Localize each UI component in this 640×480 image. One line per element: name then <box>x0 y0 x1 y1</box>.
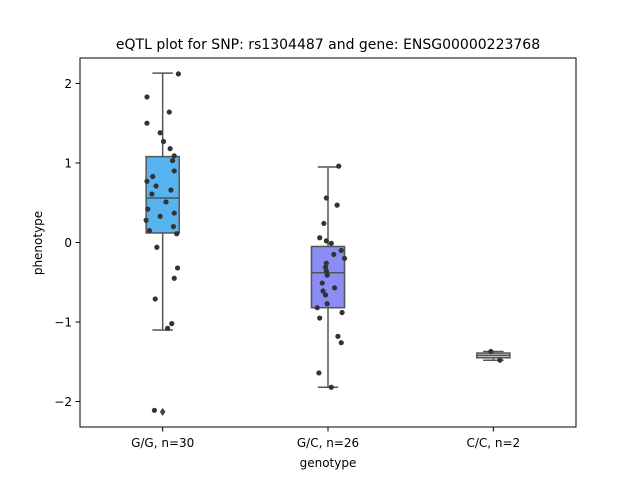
data-point <box>497 357 503 363</box>
data-point <box>169 157 176 164</box>
outlier-marker <box>159 407 166 416</box>
x-axis-label: genotype <box>300 456 357 470</box>
data-point <box>338 247 344 254</box>
data-point <box>160 138 167 145</box>
data-point <box>317 315 323 321</box>
chart-title: eQTL plot for SNP: rs1304487 and gene: E… <box>116 37 540 53</box>
data-point <box>149 191 155 197</box>
data-point <box>317 235 323 241</box>
data-point <box>150 173 156 180</box>
data-point <box>338 340 344 346</box>
data-point <box>324 301 330 307</box>
data-point <box>488 348 494 355</box>
data-point <box>167 146 173 152</box>
data-point <box>143 217 149 223</box>
data-point <box>146 227 153 234</box>
data-point <box>174 265 181 271</box>
data-point <box>171 210 177 216</box>
data-point <box>323 238 329 244</box>
box-group-2 <box>310 163 348 390</box>
data-point <box>332 285 338 291</box>
data-point <box>319 280 325 286</box>
data-point <box>144 94 150 100</box>
y-tick-label: 1 <box>64 156 72 170</box>
data-point <box>320 288 326 294</box>
data-point <box>322 292 329 298</box>
data-point <box>339 309 345 316</box>
data-point <box>316 370 322 376</box>
y-axis-label: phenotype <box>31 211 45 275</box>
data-point <box>323 195 329 201</box>
x-tick-label: G/G, n=30 <box>131 436 194 450</box>
data-point <box>328 240 334 246</box>
data-point <box>144 178 150 184</box>
data-point <box>171 275 177 281</box>
data-point <box>171 168 177 174</box>
data-point <box>174 231 180 237</box>
data-point <box>168 187 174 193</box>
data-point <box>328 384 334 390</box>
data-point <box>157 213 163 219</box>
data-point <box>165 325 171 331</box>
box-group-1 <box>143 71 181 416</box>
data-point <box>323 268 329 274</box>
data-point <box>145 206 151 212</box>
y-tick-label: −2 <box>54 395 72 409</box>
data-point <box>171 153 177 159</box>
data-point <box>154 244 160 250</box>
y-tick-label: 0 <box>64 236 72 250</box>
data-point <box>153 183 159 189</box>
data-point <box>175 71 181 77</box>
data-point <box>169 321 175 327</box>
plot-area <box>143 71 511 416</box>
data-point <box>324 272 330 278</box>
data-point <box>323 260 329 266</box>
data-point <box>334 202 340 208</box>
data-point <box>170 223 177 230</box>
data-point <box>151 407 157 413</box>
data-point <box>152 296 158 302</box>
data-point <box>144 120 150 126</box>
data-point <box>341 255 348 262</box>
data-point <box>322 264 329 270</box>
x-axis: G/G, n=30 G/C, n=26 C/C, n=2 <box>131 427 520 450</box>
y-tick-label: −1 <box>54 316 72 330</box>
data-point <box>157 130 163 136</box>
x-tick-label: C/C, n=2 <box>466 436 520 450</box>
y-tick-label: 2 <box>64 77 72 91</box>
box-group-3 <box>476 348 511 363</box>
data-point <box>331 251 337 258</box>
data-point <box>163 199 169 205</box>
data-point <box>314 305 320 311</box>
data-point <box>321 220 327 227</box>
data-point <box>336 163 342 169</box>
x-tick-label: G/C, n=26 <box>297 436 359 450</box>
data-point <box>166 109 172 115</box>
y-axis: −2 −1 0 1 2 <box>54 77 80 409</box>
data-point <box>335 333 341 339</box>
